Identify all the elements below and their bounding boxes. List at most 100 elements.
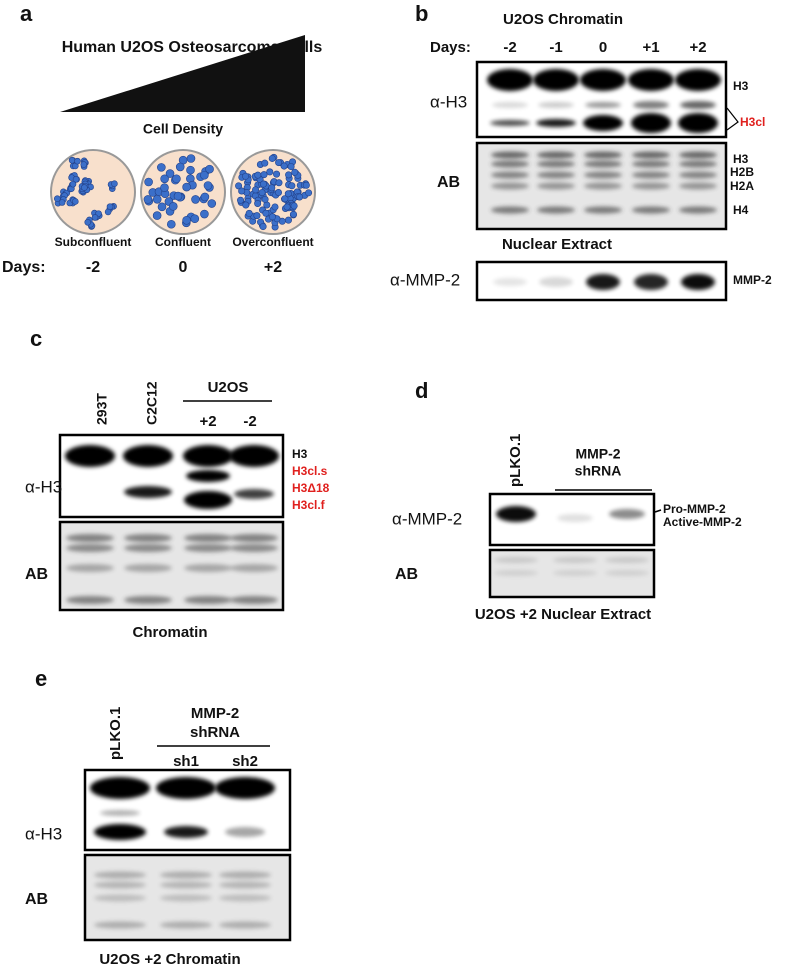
band: [537, 160, 575, 168]
marker-label: Active-MMP-2: [663, 515, 742, 529]
band: [491, 151, 529, 159]
band: [124, 544, 172, 552]
marker-label: H4: [733, 203, 749, 217]
marker-label: H3: [733, 152, 749, 166]
band: [186, 470, 230, 482]
band: [230, 564, 278, 572]
band: [124, 564, 172, 572]
cell: [203, 181, 213, 190]
cell: [58, 199, 66, 206]
cell: [237, 196, 245, 204]
band: [66, 564, 114, 572]
band: [94, 894, 146, 902]
cell: [165, 169, 175, 178]
cell: [72, 175, 80, 183]
band: [633, 101, 669, 109]
cell: [258, 189, 266, 197]
blot-bands: [65, 445, 279, 509]
band: [679, 160, 717, 168]
cell: [157, 202, 167, 212]
day-label: -1: [549, 39, 562, 56]
blot-bands: [66, 534, 278, 604]
day-label: -2: [503, 39, 516, 56]
band: [123, 445, 173, 467]
band: [632, 206, 670, 214]
lane-label: 293T: [94, 393, 110, 425]
cell: [274, 188, 282, 196]
band: [219, 894, 271, 902]
cell: [191, 195, 200, 204]
antibody-label: α-MMP-2: [390, 270, 460, 289]
days-label: Days:: [430, 39, 471, 56]
band: [66, 544, 114, 552]
band: [94, 824, 146, 840]
lane-label: pLKO.1: [107, 707, 124, 760]
band: [586, 274, 620, 290]
blot-bands: [496, 506, 645, 522]
cell: [205, 164, 214, 174]
band: [538, 102, 574, 108]
band: [494, 570, 538, 576]
band: [164, 826, 208, 838]
cell: [160, 174, 169, 184]
band: [628, 69, 674, 91]
band: [124, 486, 172, 498]
dishes: [50, 149, 316, 235]
cell: [287, 163, 295, 171]
cell: [200, 192, 210, 202]
band: [229, 445, 279, 467]
band: [681, 274, 715, 290]
band: [537, 171, 575, 179]
lane-label: sh1: [173, 753, 199, 770]
cell: [182, 216, 191, 225]
day-label: +2: [264, 259, 282, 276]
band: [496, 506, 536, 522]
days-label: Days:: [2, 259, 46, 276]
stain-label: AB: [395, 566, 418, 583]
blot-bands: [491, 151, 717, 214]
stain-label: AB: [25, 891, 48, 908]
band: [230, 596, 278, 604]
caption: Chromatin: [133, 624, 208, 641]
marker-label: H3cl: [740, 115, 765, 129]
band: [632, 182, 670, 190]
band: [184, 544, 232, 552]
marker-label: H3Δ18: [292, 481, 330, 495]
cell: [207, 199, 217, 208]
band: [183, 445, 233, 467]
band: [230, 544, 278, 552]
cell: [80, 161, 88, 168]
cell: [111, 180, 118, 188]
cell: [262, 209, 270, 217]
cell: [275, 179, 283, 187]
band: [605, 570, 649, 576]
band: [678, 113, 718, 133]
band: [94, 871, 146, 879]
cell: [254, 171, 262, 179]
cell: [190, 214, 200, 224]
cell: [268, 154, 276, 162]
day-label: -2: [86, 259, 100, 276]
cell: [280, 162, 288, 170]
cell: [144, 177, 153, 187]
band: [584, 171, 622, 179]
stain-label: AB: [437, 174, 460, 191]
cell: [290, 202, 298, 210]
blot-bands: [94, 871, 271, 929]
cell: [283, 203, 291, 211]
blot-bands: [90, 777, 275, 840]
cell: [259, 180, 267, 188]
band: [557, 514, 593, 522]
band: [539, 277, 573, 287]
cell: [245, 209, 253, 217]
cell: [291, 168, 299, 176]
band: [219, 921, 271, 929]
band: [537, 151, 575, 159]
band: [605, 557, 649, 563]
cell: [54, 195, 61, 203]
cell: [186, 165, 195, 175]
panel-letter: d: [415, 378, 428, 403]
band: [94, 881, 146, 889]
marker-label: H3: [292, 447, 308, 461]
